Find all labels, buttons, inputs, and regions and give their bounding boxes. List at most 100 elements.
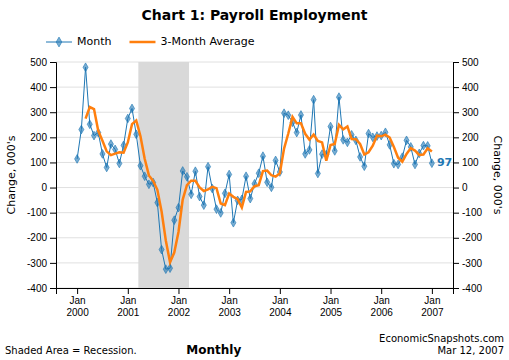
tick-mark bbox=[453, 87, 459, 88]
tick-label-line: Jan bbox=[222, 295, 238, 306]
tick-mark bbox=[280, 288, 281, 294]
tick-label-line: Jan bbox=[171, 295, 187, 306]
tick-mark bbox=[453, 137, 459, 138]
marker bbox=[100, 150, 105, 159]
marker bbox=[311, 95, 316, 104]
marker bbox=[201, 201, 206, 210]
x-axis: Jan2000Jan2001Jan2002Jan2003Jan2004Jan20… bbox=[57, 288, 454, 318]
tick: 0 bbox=[453, 182, 468, 193]
footer: Shaded Area = Recession. Monthly EconomicS… bbox=[5, 333, 504, 358]
marker bbox=[315, 169, 320, 178]
tick-mark bbox=[229, 288, 230, 294]
note: Shaded Area = Recession. bbox=[5, 345, 137, 356]
tick: 100 bbox=[30, 157, 56, 168]
plot-area: -400-300-200-1000100200300400500-400-300… bbox=[27, 57, 482, 318]
tick-mark bbox=[50, 62, 56, 63]
tick-label: -200 bbox=[27, 232, 47, 243]
tick-label: -100 bbox=[462, 207, 482, 218]
marker bbox=[231, 218, 236, 227]
tick: Jan2004 bbox=[269, 288, 292, 318]
tick-label: Jan2004 bbox=[269, 295, 292, 318]
tick-label: 100 bbox=[462, 157, 479, 168]
grid-line bbox=[56, 62, 453, 63]
marker bbox=[117, 159, 122, 168]
grid-line bbox=[56, 112, 453, 113]
marker bbox=[75, 155, 80, 164]
axis-line bbox=[57, 289, 454, 295]
tick-label: -300 bbox=[462, 258, 482, 269]
tick-label: 400 bbox=[462, 82, 479, 93]
note-line: EconomicSnapshots.com bbox=[379, 333, 504, 344]
marker bbox=[273, 156, 278, 165]
marker bbox=[142, 172, 147, 181]
tick-label: Jan2003 bbox=[219, 295, 242, 318]
tick-label: 500 bbox=[30, 57, 47, 68]
note-line: Shaded Area = Recession. bbox=[5, 345, 137, 356]
tick-label: 200 bbox=[30, 132, 47, 143]
tick-label: 300 bbox=[462, 107, 479, 118]
marker bbox=[336, 93, 341, 102]
grid bbox=[56, 62, 453, 288]
tick: 200 bbox=[453, 132, 479, 143]
tick: 100 bbox=[453, 157, 479, 168]
marker bbox=[391, 159, 396, 168]
tick-label: 300 bbox=[30, 107, 47, 118]
tick-mark bbox=[453, 62, 459, 63]
legend-marker bbox=[56, 37, 62, 47]
tick-mark bbox=[50, 162, 56, 163]
marker bbox=[358, 153, 363, 162]
series-line bbox=[77, 67, 432, 269]
marker bbox=[429, 159, 434, 168]
tick-mark bbox=[50, 263, 56, 264]
tick-label-line: Jan bbox=[272, 295, 288, 306]
marker bbox=[189, 190, 194, 199]
note-line: Mar 12, 2007 bbox=[437, 345, 504, 356]
marker bbox=[303, 150, 308, 159]
tick-label-line: 2007 bbox=[421, 307, 444, 318]
note: Monthly bbox=[186, 343, 241, 357]
tick-label: 0 bbox=[462, 182, 468, 193]
tick-label: Jan2002 bbox=[168, 295, 191, 318]
grid-line bbox=[56, 212, 453, 213]
marker bbox=[404, 136, 409, 145]
tick-mark bbox=[50, 137, 56, 138]
tick-label-line: 2000 bbox=[66, 307, 89, 318]
marker bbox=[227, 170, 232, 179]
chart: -400-300-200-1000100200300400500-400-300… bbox=[0, 0, 509, 360]
note: EconomicSnapshots.comMar 12, 2007 bbox=[379, 333, 504, 357]
tick-label-line: Jan bbox=[70, 295, 86, 306]
marker bbox=[332, 147, 337, 156]
tick-label-line: Jan bbox=[424, 295, 440, 306]
marker bbox=[197, 192, 202, 201]
marker bbox=[282, 109, 287, 118]
tick: -300 bbox=[453, 258, 482, 269]
tick-mark bbox=[128, 288, 129, 294]
marker bbox=[125, 114, 130, 123]
tick: 200 bbox=[30, 132, 56, 143]
marker bbox=[260, 152, 265, 161]
marker bbox=[206, 162, 211, 171]
marker bbox=[366, 129, 371, 138]
grid-line bbox=[56, 137, 453, 138]
marker bbox=[218, 209, 223, 218]
tick-label: 100 bbox=[30, 157, 47, 168]
tick: -100 bbox=[27, 207, 56, 218]
tick: Jan2002 bbox=[168, 288, 191, 318]
tick-mark bbox=[50, 238, 56, 239]
marker bbox=[244, 172, 249, 181]
axis-line bbox=[454, 63, 460, 289]
marker bbox=[214, 205, 219, 214]
marker bbox=[172, 216, 177, 225]
marker bbox=[328, 122, 333, 131]
tick-label: Jan2006 bbox=[371, 295, 394, 318]
y2-axis-title: Change, 000's bbox=[491, 136, 504, 215]
tick-label: -200 bbox=[462, 232, 482, 243]
tick-mark bbox=[453, 213, 459, 214]
y2-axis: -400-300-200-1000100200300400500 bbox=[453, 57, 482, 294]
tick: Jan2001 bbox=[117, 288, 140, 318]
series-line bbox=[86, 107, 432, 262]
tick-mark bbox=[178, 288, 179, 294]
marker bbox=[159, 245, 164, 254]
marker bbox=[362, 162, 367, 171]
note-line: Monthly bbox=[186, 343, 241, 357]
